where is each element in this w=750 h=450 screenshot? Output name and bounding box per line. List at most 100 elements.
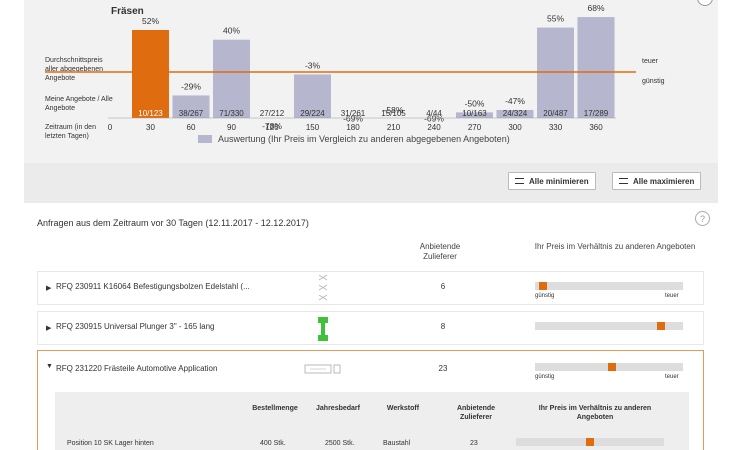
x-tick-label: 360 bbox=[589, 123, 603, 132]
bar bbox=[172, 95, 210, 118]
bar-count-label: 17/289 bbox=[584, 109, 609, 118]
cheap-label: günstig bbox=[642, 78, 665, 85]
minimize-all-button[interactable]: Alle minimieren bbox=[508, 172, 596, 190]
x-tick-label: 60 bbox=[187, 123, 196, 132]
rfq-row[interactable]: ▶ RFQ 230911 K16064 Befestigungsbolzen E… bbox=[37, 271, 704, 305]
bar bbox=[496, 109, 534, 118]
green-part-icon bbox=[318, 317, 328, 341]
detail-price-marker bbox=[586, 438, 594, 446]
bar-count-label: 10/163 bbox=[462, 109, 487, 118]
bar bbox=[213, 39, 250, 118]
bar-percent-label: 55% bbox=[547, 14, 564, 24]
bar-percent-label: 40% bbox=[223, 26, 240, 36]
x-tick-label: 270 bbox=[468, 123, 482, 132]
rfq-label: RFQ 230911 K16064 Befestigungsbolzen Ede… bbox=[56, 282, 250, 291]
bar-percent-label: -47% bbox=[505, 96, 525, 106]
minimize-icon bbox=[515, 178, 524, 184]
price-range-bar bbox=[535, 282, 683, 290]
col-head-suppliers: Anbietende Zulieferer bbox=[419, 242, 461, 261]
bar-count-label: 4/44 bbox=[426, 109, 442, 118]
bar-percent-label: -58% bbox=[384, 105, 404, 115]
bar-percent-label: 52% bbox=[142, 16, 159, 26]
maximize-all-label: Alle maximieren bbox=[633, 176, 695, 186]
section-title: Anfragen aus dem Zeitraum vor 30 Tagen (… bbox=[37, 218, 309, 228]
bar-count-label: 29/224 bbox=[300, 109, 325, 118]
collapse-caret-icon[interactable]: ▼ bbox=[46, 363, 53, 370]
my-offers-label: Meine Angebote / Alle Angebote bbox=[45, 96, 113, 112]
bar-count-label: 20/487 bbox=[543, 109, 568, 118]
x-tick-label: 210 bbox=[387, 123, 401, 132]
range-expensive-label: teuer bbox=[665, 293, 679, 299]
bar-count-label: 71/330 bbox=[219, 109, 244, 118]
price-marker bbox=[656, 322, 665, 330]
x-tick-label: 90 bbox=[227, 123, 236, 132]
detail-position: Position 10 SK Lager hinten bbox=[67, 440, 154, 447]
range-cheap-label: günstig bbox=[535, 293, 555, 299]
toolbar bbox=[24, 163, 718, 203]
x-tick-label: 0 bbox=[108, 123, 113, 132]
maximize-icon bbox=[619, 178, 628, 184]
expensive-label: teuer bbox=[642, 58, 658, 65]
chart-legend: Auswertung (Ihr Preis im Vergleich zu an… bbox=[198, 134, 510, 144]
legend-swatch bbox=[198, 135, 212, 143]
price-marker bbox=[539, 282, 548, 290]
bar-count-label: 31/261 bbox=[341, 109, 366, 118]
price-range-bar bbox=[535, 322, 683, 330]
x-tick-label: 30 bbox=[146, 123, 155, 132]
detail-head-material: Werkstoff bbox=[386, 405, 420, 412]
rfq-supplier-count: 23 bbox=[438, 364, 448, 373]
bar-percent-label: -29% bbox=[181, 81, 201, 91]
legend-text: Auswertung (Ihr Preis im Vergleich zu an… bbox=[218, 134, 510, 144]
bar-percent-label: -3% bbox=[305, 60, 321, 70]
rfq-supplier-count: 6 bbox=[440, 282, 446, 291]
price-marker bbox=[607, 363, 616, 371]
help-icon[interactable]: ? bbox=[695, 211, 710, 226]
period-label: Zeitraum (in den letzten Tagen) bbox=[45, 124, 96, 140]
x-tick-label: 300 bbox=[508, 123, 522, 132]
x-tick-label: 120 bbox=[265, 123, 279, 132]
detail-annual-need: 2500 Stk. bbox=[325, 440, 355, 447]
bar bbox=[294, 74, 331, 118]
avg-price-label: Durchschnittspreis aller abgegebenen Ang… bbox=[45, 57, 103, 82]
expand-caret-icon[interactable]: ▶ bbox=[46, 325, 52, 332]
chart-title: Fräsen bbox=[111, 6, 144, 17]
range-cheap-label: günstig bbox=[535, 374, 555, 380]
x-tick-label: 180 bbox=[346, 123, 360, 132]
rfq-supplier-count: 8 bbox=[440, 322, 446, 331]
bar bbox=[537, 27, 574, 119]
bar-percent-label: -50% bbox=[465, 98, 485, 108]
expand-caret-icon[interactable]: ▶ bbox=[46, 285, 52, 292]
bar-chart: 0 30 60 90 120 150 180 210 240 270 300 330 360 52% 10/… bbox=[45, 3, 636, 132]
price-range-bar bbox=[535, 363, 683, 371]
detail-head-price-ratio: Ihr Preis im Verhältnis zu anderen Angeb… bbox=[538, 405, 652, 421]
bar bbox=[456, 112, 493, 118]
bar bbox=[577, 17, 615, 119]
detail-order-qty: 400 Stk. bbox=[260, 440, 286, 447]
bar-percent-label: -78% bbox=[262, 121, 282, 131]
bar-percent-label: 68% bbox=[587, 3, 604, 13]
bar bbox=[132, 30, 169, 118]
rfq-label: RFQ 231220 Frästeile Automotive Applicat… bbox=[56, 364, 218, 373]
bar-count-label: 24/324 bbox=[503, 109, 528, 118]
range-expensive-label: teuer bbox=[665, 374, 679, 380]
x-tick-label: 150 bbox=[306, 123, 320, 132]
rfq-label: RFQ 230915 Universal Plunger 3" - 165 la… bbox=[56, 322, 215, 331]
detail-price-range-bar bbox=[516, 438, 664, 446]
part-thumbnail-icon bbox=[318, 274, 328, 301]
minimize-all-label: Alle minimieren bbox=[529, 176, 589, 186]
bar-percent-label: -69% bbox=[343, 114, 363, 124]
col-head-price-ratio: Ihr Preis im Verhältnis zu anderen Angeb… bbox=[534, 242, 696, 251]
detail-suppliers: 23 bbox=[470, 440, 478, 447]
bar-percent-label: -69% bbox=[424, 114, 444, 124]
maximize-all-button[interactable]: Alle maximieren bbox=[612, 172, 702, 190]
bar-count-label: 38/267 bbox=[179, 109, 204, 118]
rfq-row[interactable]: ▶ RFQ 230915 Universal Plunger 3" - 165 … bbox=[37, 311, 704, 345]
bar-count-label: 10/123 bbox=[138, 109, 163, 118]
part-drawing-icon bbox=[304, 364, 341, 374]
detail-material: Baustahl bbox=[383, 440, 411, 447]
detail-head-order-qty: Bestellmenge bbox=[252, 405, 298, 412]
x-tick-label: 330 bbox=[549, 123, 563, 132]
bar-count-label: 27/212 bbox=[260, 109, 285, 118]
bar-count-label: 15/105 bbox=[381, 109, 406, 118]
x-tick-label: 240 bbox=[427, 123, 441, 132]
